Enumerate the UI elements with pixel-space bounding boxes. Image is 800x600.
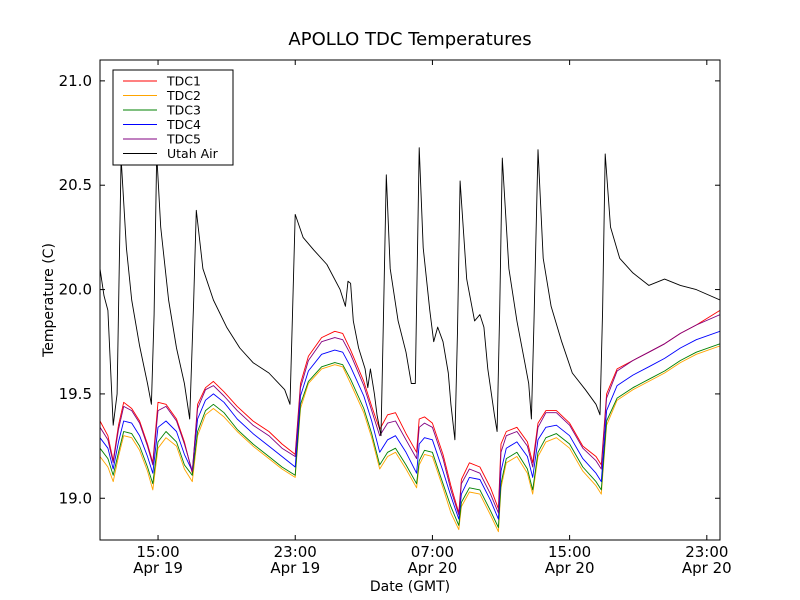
plot-frame [99, 59, 721, 541]
series-line-utah-air [100, 147, 720, 441]
y-tick-label: 19.5 [59, 385, 92, 403]
series-line-tdc1 [100, 310, 720, 514]
legend-label-tdc4: TDC4 [166, 117, 201, 132]
legend-label-tdc5: TDC5 [166, 132, 201, 147]
x-tick-label-date: Apr 20 [545, 559, 595, 577]
y-tick-label: 20.5 [59, 176, 92, 194]
x-axis-label: Date (GMT) [370, 579, 450, 595]
x-tick-label-time: 07:00 [411, 543, 454, 561]
x-tick-label-time: 23:00 [274, 543, 317, 561]
series-line-tdc3 [100, 343, 720, 528]
x-tick-label-time: 15:00 [548, 543, 591, 561]
y-tick-label: 20.0 [59, 281, 92, 299]
series-line-tdc5 [100, 314, 720, 516]
x-tick-label-date: Apr 19 [133, 559, 183, 577]
series-line-tdc4 [100, 330, 720, 520]
y-tick-label: 21.0 [59, 72, 92, 90]
legend-label-tdc2: TDC2 [166, 88, 201, 103]
legend-box [112, 69, 234, 166]
x-tick-label-date: Apr 19 [270, 559, 320, 577]
y-axis: 19.0 19.5 20.0 20.5 21.0 [59, 72, 720, 507]
x-tick-label-date: Apr 20 [682, 559, 732, 577]
series-layer [100, 147, 720, 533]
y-tick-label: 19.0 [59, 489, 92, 507]
legend-label-utah-air: Utah Air [167, 146, 219, 161]
y-axis-label: Temperature (C) [41, 243, 57, 358]
x-tick-label-time: 15:00 [136, 543, 179, 561]
x-tick-label-date: Apr 20 [408, 559, 458, 577]
x-tick-label-time: 23:00 [685, 543, 728, 561]
legend-label-tdc1: TDC1 [166, 74, 201, 89]
legend-label-tdc3: TDC3 [166, 103, 201, 118]
chart-title: APOLLO TDC Temperatures [288, 29, 531, 50]
series-line-tdc2 [100, 345, 720, 533]
